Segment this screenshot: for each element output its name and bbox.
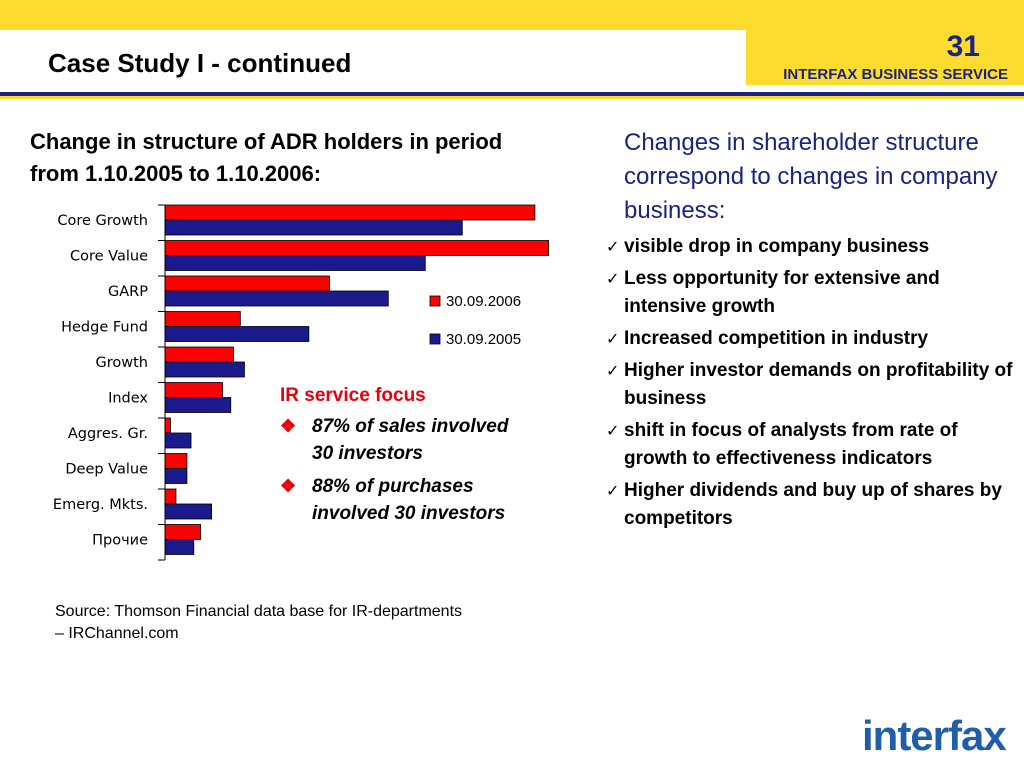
ir-focus-item: ❖ 88% of purchases involved 30 investors bbox=[280, 473, 530, 527]
bar-series-2006 bbox=[164, 311, 241, 327]
divider-yellow bbox=[0, 96, 1024, 99]
category-label: Core Value bbox=[70, 249, 148, 265]
bar-series-2006 bbox=[164, 275, 330, 292]
bar-series-2005 bbox=[164, 361, 245, 378]
ir-focus-item: ❖ 87% of sales involved 30 investors bbox=[280, 413, 530, 467]
ir-focus-text: 88% of purchases involved 30 investors bbox=[312, 476, 506, 524]
bar-series-2005 bbox=[164, 468, 188, 484]
checklist-item: ✓ Less opportunity for extensive and inte… bbox=[606, 265, 1016, 321]
bar-series-2005 bbox=[164, 432, 192, 449]
checklist-text: Higher investor demands on profitability… bbox=[624, 360, 1013, 409]
bar-series-2006 bbox=[164, 382, 223, 398]
check-icon: ✓ bbox=[606, 421, 620, 440]
source-note: Source: Thomson Financial data base for … bbox=[55, 603, 463, 642]
ir-focus-title: IR service focus bbox=[280, 385, 426, 406]
bar-series-2005 bbox=[164, 503, 212, 520]
checklist-item: ✓ Higher dividends and buy up of shares b… bbox=[606, 477, 1016, 533]
category-label: Deep Value bbox=[65, 462, 148, 478]
check-icon: ✓ bbox=[606, 329, 620, 348]
bar-series-2005 bbox=[164, 397, 232, 413]
checklist-item: ✓ Higher investor demands on profitabilit… bbox=[606, 357, 1016, 413]
header-badge: 31 INTERFAX BUSINESS SERVICE bbox=[746, 0, 1024, 85]
interfax-logo: interfax bbox=[862, 712, 1007, 760]
chart-title: Change in structure of ADR holders in pe… bbox=[30, 129, 503, 186]
category-label: Core Growth bbox=[57, 213, 148, 229]
category-label: Aggres. Gr. bbox=[68, 426, 148, 442]
bar-series-2006 bbox=[164, 417, 171, 434]
logo-text-part: fax bbox=[948, 712, 1007, 759]
bar-series-2006 bbox=[164, 453, 188, 469]
category-label: Прочие bbox=[92, 533, 148, 549]
checklist-text: visible drop in company business bbox=[624, 236, 930, 257]
bar-series-2005 bbox=[164, 290, 389, 307]
ir-focus-box: IR service focus ❖ 87% of sales involved… bbox=[280, 383, 530, 533]
bar-series-2006 bbox=[164, 240, 550, 256]
bar-series-2006 bbox=[164, 524, 202, 540]
legend-swatch bbox=[429, 333, 441, 345]
bar-series-2006 bbox=[164, 488, 177, 505]
bar-series-2005 bbox=[164, 219, 463, 236]
adr-holders-chart: Core Growth Core Value GARP Hedge Fund Growt… bbox=[53, 204, 550, 561]
bar-series-2006 bbox=[164, 346, 234, 363]
header-band bbox=[0, 0, 746, 30]
diamond-bullet-icon: ❖ bbox=[280, 476, 297, 496]
checklist-text: Increased competition in industry bbox=[624, 328, 929, 349]
page-number: 31 bbox=[946, 30, 980, 63]
category-label: GARP bbox=[108, 284, 148, 300]
logo-text-part: inter bbox=[862, 712, 949, 759]
checklist-item: ✓ Increased competition in industry bbox=[606, 325, 1016, 353]
legend-label: 30.09.2005 bbox=[446, 331, 521, 348]
check-icon: ✓ bbox=[606, 361, 620, 380]
checklist-text: Less opportunity for extensive and inten… bbox=[624, 268, 940, 317]
checklist-item: ✓ shift in focus of analysts from rate of… bbox=[606, 417, 1016, 473]
bar-series-2006 bbox=[164, 204, 536, 221]
ir-focus-text: 87% of sales involved 30 investors bbox=[312, 416, 509, 464]
page-title: Case Study I - continued bbox=[48, 48, 352, 78]
checklist-text: Higher dividends and buy up of shares by… bbox=[624, 480, 1002, 529]
checklist-text: shift in focus of analysts from rate of … bbox=[624, 420, 958, 469]
divider-navy bbox=[0, 92, 1024, 96]
check-icon: ✓ bbox=[606, 481, 620, 500]
brand-line: INTERFAX BUSINESS SERVICE bbox=[783, 66, 1008, 83]
bar-series-2005 bbox=[164, 539, 195, 555]
category-label: Hedge Fund bbox=[61, 320, 148, 336]
check-icon: ✓ bbox=[606, 237, 620, 256]
right-checklist: ✓ visible drop in company business ✓ Less … bbox=[606, 233, 1016, 537]
right-intro: Changes in shareholder structure corresp… bbox=[624, 129, 998, 224]
check-icon: ✓ bbox=[606, 269, 620, 288]
legend-swatch bbox=[429, 295, 441, 307]
bar-series-2005 bbox=[164, 255, 426, 271]
checklist-item: ✓ visible drop in company business bbox=[606, 233, 1016, 261]
category-label: Emerg. Mkts. bbox=[53, 497, 148, 513]
diamond-bullet-icon: ❖ bbox=[280, 416, 297, 436]
category-label: Index bbox=[108, 391, 148, 407]
bar-series-2005 bbox=[164, 326, 310, 342]
category-label: Growth bbox=[96, 355, 149, 371]
legend-label: 30.09.2006 bbox=[446, 293, 521, 310]
